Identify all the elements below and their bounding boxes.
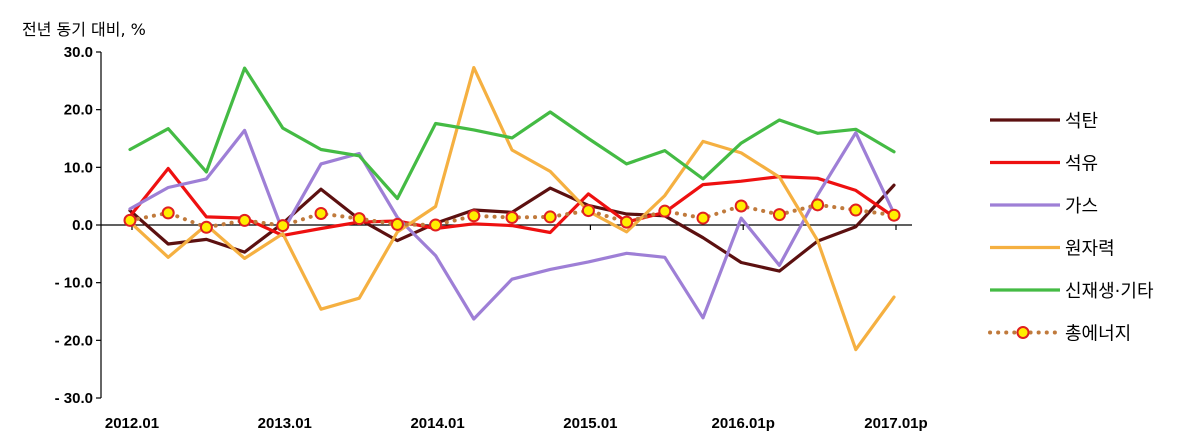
series-line-1: [128, 166, 896, 237]
x-tick-label: 2013.01: [258, 415, 312, 432]
y-tick-label: - 30.0: [55, 390, 93, 407]
legend-item: 총에너지: [988, 324, 1131, 345]
series-line-2: [128, 128, 896, 321]
series-2: [128, 128, 896, 321]
legend-label: 가스: [1065, 196, 1098, 217]
x-tick-label: 2015.01: [563, 415, 617, 432]
total-energy-point: [238, 213, 252, 227]
total-energy-point: [505, 211, 519, 225]
total-energy-point: [887, 208, 901, 222]
total-energy-point: [429, 218, 443, 232]
y-tick-label: - 20.0: [55, 332, 93, 349]
series-5: [123, 198, 901, 234]
y-tick-label: 20.0: [64, 102, 93, 119]
total-energy-point: [849, 203, 863, 217]
total-energy-point: [658, 204, 672, 218]
total-energy-point: [123, 213, 137, 227]
total-energy-point: [811, 198, 825, 212]
x-axis: 2012.01 2013.01 2014.01 2015.01 2016.01p 2017…: [101, 224, 928, 432]
legend-label: 원자력: [1065, 239, 1115, 260]
total-energy-point: [390, 217, 404, 231]
legend-label: 신재생·기타: [1065, 281, 1154, 302]
total-energy-point: [772, 208, 786, 222]
y-tick-label: 10.0: [64, 159, 93, 176]
total-energy-point: [696, 211, 710, 225]
total-energy-point: [734, 199, 748, 213]
total-energy-point: [620, 215, 634, 229]
y-axis: 30.0 20.0 10.0 0.0 - 10.0 - 20.0 - 30.0: [55, 44, 102, 407]
legend-label: 총에너지: [1065, 324, 1131, 345]
legend-marker: [1016, 326, 1030, 339]
legend-label: 석유: [1065, 154, 1098, 175]
total-energy-point: [467, 209, 481, 223]
series-line-4: [128, 66, 896, 201]
legend-item: 가스: [990, 196, 1098, 217]
legend-item: 석탄: [990, 111, 1098, 132]
y-tick-label: 0.0: [72, 217, 93, 234]
total-energy-point: [581, 204, 595, 218]
total-energy-point: [199, 220, 213, 234]
x-tick-label: 2016.01p: [712, 415, 775, 432]
legend-item: 원자력: [990, 239, 1115, 260]
series-line-3: [128, 65, 896, 352]
y-axis-unit-label: 전년 동기 대비, %: [22, 20, 146, 39]
total-energy-point: [161, 206, 175, 220]
total-energy-point: [314, 206, 328, 220]
legend-item: 신재생·기타: [990, 281, 1154, 302]
series-1: [128, 166, 896, 237]
y-tick-label: 30.0: [64, 44, 93, 61]
x-tick-label: 2012.01: [105, 415, 159, 432]
legend-label: 석탄: [1065, 111, 1098, 132]
total-energy-point: [276, 219, 290, 233]
y-tick-label: - 10.0: [55, 275, 93, 292]
total-energy-point: [352, 212, 366, 226]
x-tick-label: 2017.01p: [864, 415, 927, 432]
series-4: [128, 66, 896, 201]
series-lines: [123, 65, 901, 352]
legend-item: 석유: [990, 154, 1098, 175]
x-tick-label: 2014.01: [410, 415, 464, 432]
total-energy-point: [543, 210, 557, 224]
series-3: [128, 65, 896, 352]
